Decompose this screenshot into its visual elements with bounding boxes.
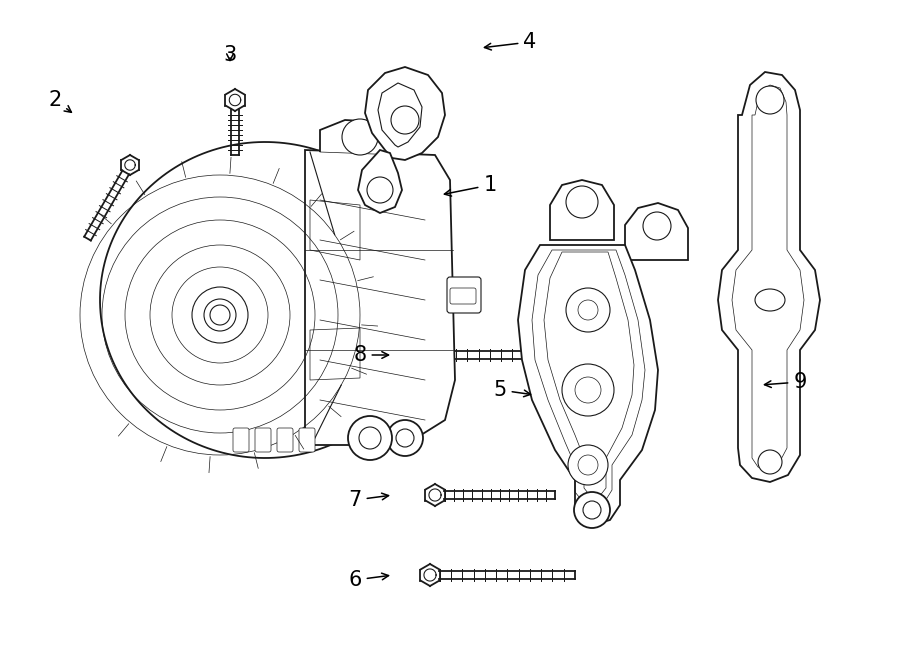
- Text: 6: 6: [348, 570, 389, 590]
- Polygon shape: [358, 150, 402, 213]
- Polygon shape: [305, 150, 455, 445]
- Polygon shape: [550, 180, 614, 240]
- Text: 4: 4: [484, 32, 536, 52]
- Ellipse shape: [755, 289, 785, 311]
- Circle shape: [566, 186, 598, 218]
- Text: 2: 2: [49, 90, 71, 112]
- Text: 8: 8: [354, 345, 389, 365]
- FancyBboxPatch shape: [233, 428, 249, 452]
- Polygon shape: [100, 142, 430, 458]
- Circle shape: [387, 420, 423, 456]
- Polygon shape: [718, 72, 820, 482]
- Text: 9: 9: [764, 372, 806, 392]
- Polygon shape: [320, 120, 400, 155]
- Polygon shape: [378, 83, 422, 147]
- Circle shape: [342, 119, 378, 155]
- Circle shape: [348, 416, 392, 460]
- Text: 1: 1: [445, 175, 497, 196]
- FancyBboxPatch shape: [277, 428, 293, 452]
- FancyBboxPatch shape: [255, 428, 271, 452]
- Circle shape: [391, 106, 419, 134]
- FancyBboxPatch shape: [450, 288, 476, 304]
- Text: 5: 5: [493, 380, 531, 400]
- Circle shape: [562, 364, 614, 416]
- Circle shape: [643, 212, 671, 240]
- Polygon shape: [625, 203, 688, 260]
- Circle shape: [210, 305, 230, 325]
- Text: 7: 7: [348, 490, 389, 510]
- Text: 3: 3: [223, 45, 237, 65]
- Circle shape: [367, 177, 393, 203]
- FancyBboxPatch shape: [447, 277, 481, 313]
- Polygon shape: [365, 67, 445, 160]
- Circle shape: [758, 450, 782, 474]
- Circle shape: [574, 492, 610, 528]
- Circle shape: [568, 445, 608, 485]
- FancyBboxPatch shape: [299, 428, 315, 452]
- Circle shape: [756, 86, 784, 114]
- Circle shape: [566, 288, 610, 332]
- Polygon shape: [518, 245, 658, 525]
